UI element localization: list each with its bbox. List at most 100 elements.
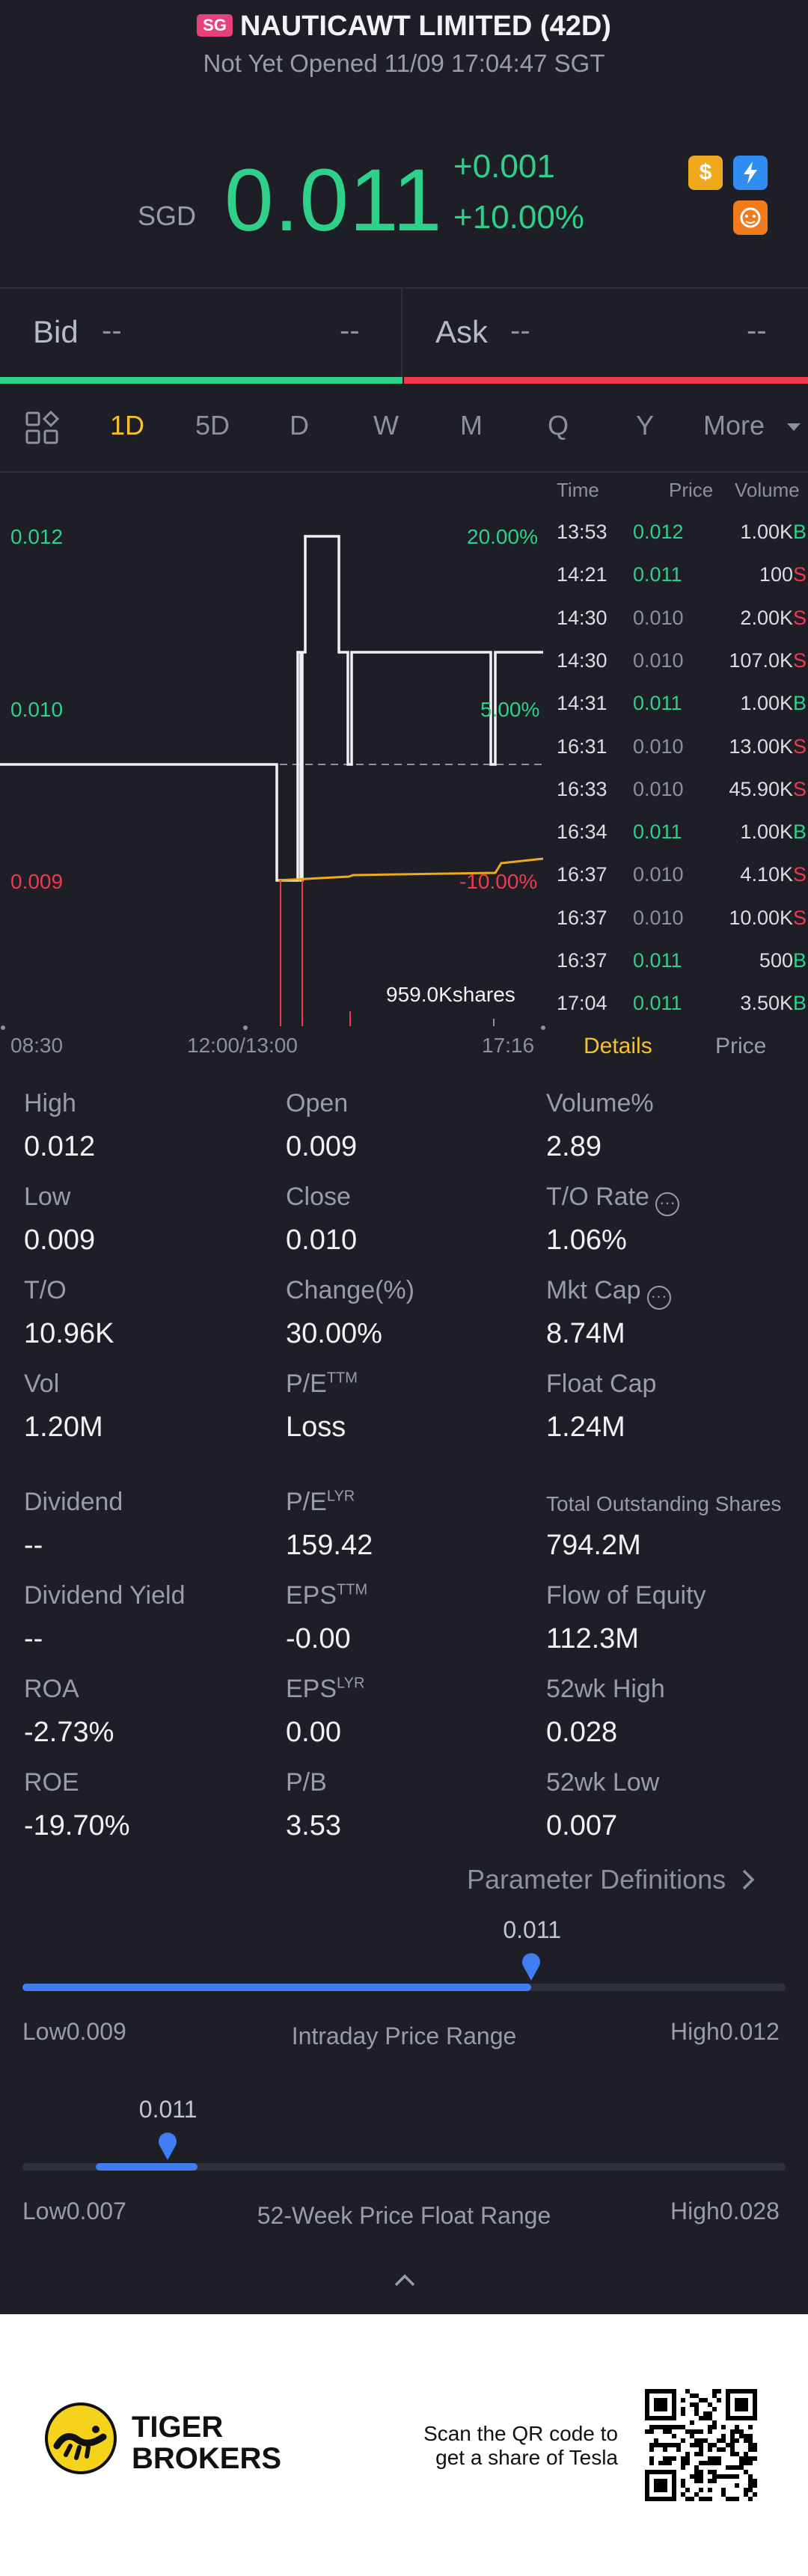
tiger-icon[interactable] <box>733 200 768 235</box>
trade-volume: 45.90KS <box>729 777 807 800</box>
trade-price: 0.011 <box>633 692 682 715</box>
trade-price: 0.010 <box>633 863 684 886</box>
tab-y[interactable]: Y <box>635 410 654 441</box>
trade-time: 17:04 <box>557 992 607 1015</box>
close-value: 0.010 <box>286 1224 358 1256</box>
volume-label: 959.0Kshares <box>386 983 515 1006</box>
to-value: 10.96K <box>24 1318 114 1349</box>
trade-price: 0.010 <box>633 777 684 800</box>
tab-1d[interactable]: 1D <box>109 410 145 441</box>
brand-name: TIGER BROKERS <box>132 2411 282 2475</box>
pe-lyr-value: 159.42 <box>286 1530 373 1561</box>
roa-value: -2.73% <box>24 1717 114 1748</box>
more-info-icon[interactable]: ··· <box>655 1192 679 1216</box>
mktcap-label[interactable]: Mkt Cap ··· <box>546 1276 671 1310</box>
x-axis-label: 08:30 <box>10 1034 64 1057</box>
ask-price: -- <box>510 314 530 347</box>
tiger-logo-icon <box>45 2402 117 2474</box>
divider <box>0 287 808 289</box>
trade-volume: 10.00KS <box>729 906 807 929</box>
change-value: 30.00% <box>286 1318 382 1349</box>
div-label: Dividend <box>24 1488 123 1516</box>
divy-label: Dividend Yield <box>24 1581 186 1610</box>
tab-5d[interactable]: 5D <box>195 410 230 441</box>
trade-price: 0.010 <box>633 735 684 758</box>
intraday-chart[interactable] <box>0 473 546 1034</box>
eps-ttm-value: -0.00 <box>286 1623 351 1655</box>
trade-time: 16:34 <box>557 821 607 844</box>
tos-value: 794.2M <box>546 1530 641 1561</box>
tab-d[interactable]: D <box>290 410 309 441</box>
dollar-icon[interactable]: $ <box>688 156 723 190</box>
trade-row: 14:30 0.010 2.00KS <box>557 607 807 634</box>
trade-row: 16:37 0.010 10.00KS <box>557 907 807 933</box>
market-tag: SG <box>197 14 233 37</box>
qr-caption: Scan the QR code to get a share of Tesla <box>423 2422 618 2469</box>
tab-more[interactable]: More <box>703 410 765 441</box>
week52-range-fill <box>96 2163 198 2171</box>
roe-value: -19.70% <box>24 1810 130 1841</box>
intraday-current-value: 0.011 <box>503 1916 562 1943</box>
y-axis-pct-label: 5.00% <box>480 698 540 721</box>
tab-m[interactable]: M <box>460 410 483 441</box>
trade-row: 14:30 0.010 107.0KS <box>557 649 807 676</box>
stock-title: SG NAUTICAWT LIMITED (42D) <box>0 10 808 43</box>
trade-row: 17:04 0.011 3.50KB <box>557 992 807 1019</box>
avg-price-line <box>278 857 544 882</box>
tab-q[interactable]: Q <box>547 410 569 441</box>
more-info-icon[interactable]: ··· <box>646 1286 671 1310</box>
chevron-down-icon[interactable] <box>786 422 802 436</box>
trade-row: 13:53 0.012 1.00KB <box>557 521 807 548</box>
y-axis-label: 0.009 <box>10 870 64 893</box>
trade-time: 14:30 <box>557 648 607 672</box>
bid-price: -- <box>102 314 122 347</box>
chevron-up-icon[interactable] <box>394 2272 416 2291</box>
ask-label: Ask <box>435 314 489 349</box>
tab-w[interactable]: W <box>373 410 399 441</box>
pe-ttm-label: P/ETTM <box>286 1370 358 1398</box>
torate-label[interactable]: T/O Rate ··· <box>546 1183 679 1216</box>
volpct-value: 2.89 <box>546 1131 602 1162</box>
eps-lyr-label: EPSLYR <box>286 1675 365 1703</box>
trade-time: 16:37 <box>557 949 607 972</box>
trade-volume: 13.00KS <box>729 735 807 758</box>
flash-icon[interactable] <box>733 156 768 190</box>
y-axis-pct-label: -10.00% <box>459 870 538 893</box>
trade-time: 16:37 <box>557 863 607 886</box>
y-axis-label: 0.010 <box>10 698 64 721</box>
trade-time: 14:31 <box>557 692 607 715</box>
trade-volume: 100S <box>759 563 807 586</box>
trade-price: 0.010 <box>633 648 684 672</box>
roe-label: ROE <box>24 1768 79 1797</box>
trade-row: 16:37 0.011 500B <box>557 949 807 976</box>
torate-value: 1.06% <box>546 1224 627 1256</box>
tab-price[interactable]: Price <box>715 1034 767 1058</box>
qr-code-icon <box>645 2389 757 2501</box>
y-axis-label: 0.012 <box>10 525 64 548</box>
floatcap-label: Float Cap <box>546 1370 657 1398</box>
intraday-low: Low0.009 <box>22 2018 126 2045</box>
trade-volume: 107.0KS <box>729 648 807 672</box>
to-label: T/O <box>24 1276 67 1304</box>
chevron-right-icon <box>742 1869 755 1890</box>
trades-header-price: Price <box>669 479 714 501</box>
vol-value: 1.20M <box>24 1411 103 1443</box>
pb-value: 3.53 <box>286 1810 341 1841</box>
market-status: Not Yet Opened 11/09 17:04:47 SGT <box>203 49 605 77</box>
mktcap-value: 8.74M <box>546 1318 625 1349</box>
trade-price: 0.011 <box>633 992 682 1015</box>
low-value: 0.009 <box>24 1224 96 1256</box>
trade-row: 14:31 0.011 1.00KB <box>557 692 807 719</box>
ask-size: -- <box>747 314 767 347</box>
week52-range-track <box>22 2163 786 2171</box>
trade-time: 16:37 <box>557 906 607 929</box>
trade-row: 16:33 0.010 45.90KS <box>557 778 807 805</box>
parameter-definitions-link[interactable]: Parameter Definitions <box>467 1864 757 1895</box>
layout-grid-icon[interactable] <box>24 410 60 450</box>
pe-lyr-label: P/ELYR <box>286 1488 355 1516</box>
trade-row: 16:31 0.010 13.00KS <box>557 735 807 762</box>
trade-price: 0.011 <box>633 821 682 844</box>
intraday-high: High0.012 <box>670 2018 780 2045</box>
price-change-percent: +10.00% <box>453 199 584 236</box>
tab-details[interactable]: Details <box>584 1034 652 1058</box>
